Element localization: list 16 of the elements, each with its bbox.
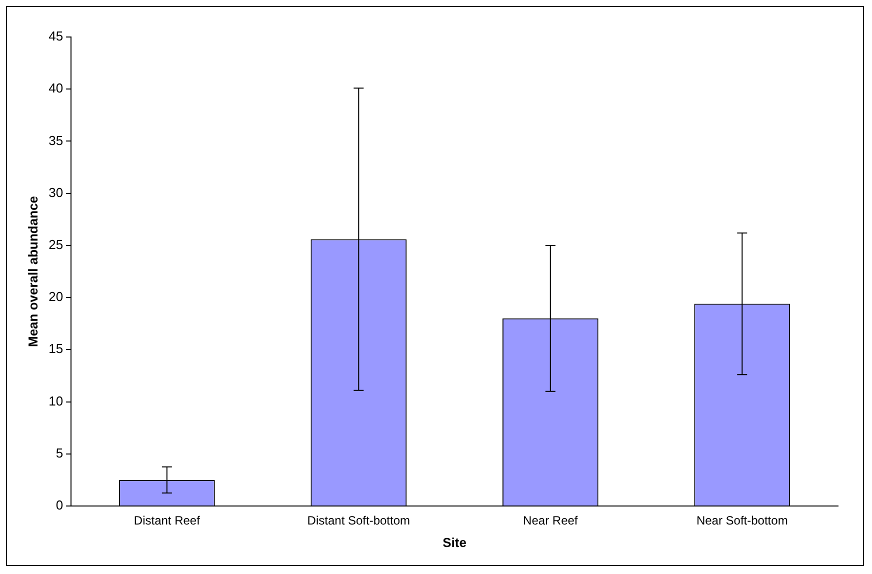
y-tick-label: 35 [48, 132, 64, 148]
x-tick-label: Distant Reef [134, 514, 201, 528]
y-tick-label: 0 [56, 498, 64, 513]
y-tick-label: 40 [48, 80, 64, 96]
x-tick-label: Near Reef [523, 514, 578, 528]
y-tick-label: 5 [56, 445, 64, 460]
x-axis-title: Site [442, 534, 466, 550]
y-tick-label: 25 [48, 237, 64, 252]
y-tick-label: 20 [48, 289, 64, 304]
x-tick-label: Near Soft-bottom [696, 514, 788, 528]
x-tick-label: Distant Soft-bottom [307, 514, 410, 528]
y-tick-label: 10 [48, 393, 64, 408]
y-tick-label: 45 [48, 28, 64, 44]
y-axis-title: Mean overall abundance [25, 196, 40, 347]
y-tick-label: 15 [48, 341, 64, 356]
y-tick-label: 30 [48, 184, 64, 200]
